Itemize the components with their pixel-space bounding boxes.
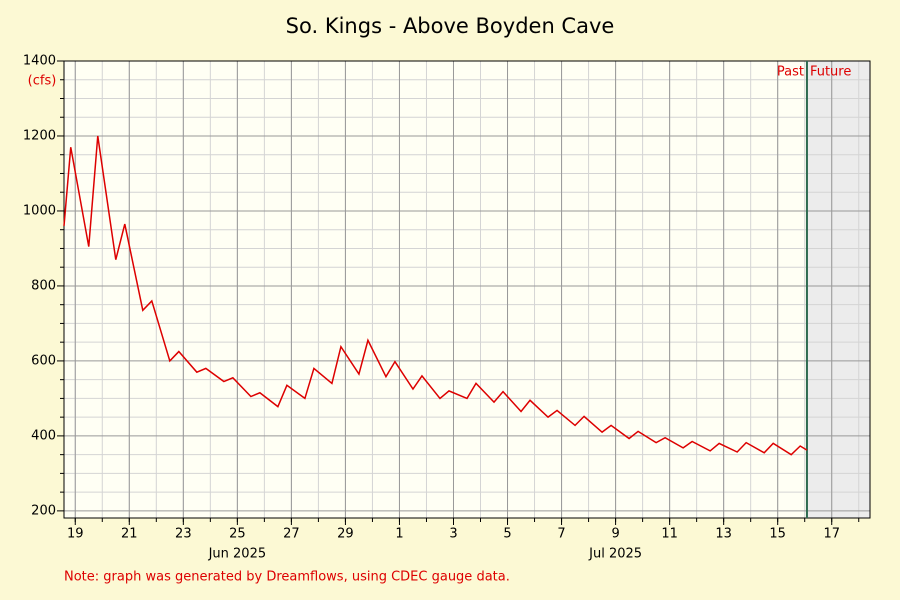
month-label: Jul 2025: [588, 547, 642, 562]
x-tick-label: 29: [337, 527, 354, 542]
x-tick-label: 1: [395, 527, 403, 542]
y-tick-label: 800: [31, 278, 56, 293]
x-tick-label: 11: [661, 527, 678, 542]
y-tick-label: 200: [31, 503, 56, 518]
y-tick-label: 1200: [23, 128, 56, 143]
x-tick-label: 21: [121, 527, 138, 542]
x-tick-label: 7: [557, 527, 565, 542]
y-tick-label: 400: [31, 428, 56, 443]
x-tick-label: 13: [715, 527, 732, 542]
plot-area: [64, 61, 870, 518]
y-tick-label: 1400: [23, 54, 56, 69]
flow-line: [63, 135, 808, 456]
x-tick-label: 17: [823, 527, 840, 542]
month-label: Jun 2025: [208, 547, 267, 562]
y-unit: (cfs): [28, 74, 57, 89]
x-tick-label: 19: [67, 527, 84, 542]
plot-border: [63, 60, 871, 519]
x-tick-label: 23: [175, 527, 192, 542]
note: Note: graph was generated by Dreamflows,…: [64, 570, 510, 585]
x-tick-label: 27: [283, 527, 300, 542]
future-region: [806, 61, 870, 518]
future-label: Future: [810, 65, 851, 80]
x-tick-label: 5: [503, 527, 511, 542]
chart-title: So. Kings - Above Boyden Cave: [286, 14, 615, 38]
x-tick-label: 25: [229, 527, 246, 542]
y-tick-label: 600: [31, 353, 56, 368]
x-tick-label: 9: [611, 527, 619, 542]
x-tick-label: 15: [769, 527, 786, 542]
x-tick-label: 3: [449, 527, 457, 542]
y-tick-label: 1000: [23, 203, 56, 218]
past-label: Past: [777, 65, 804, 80]
